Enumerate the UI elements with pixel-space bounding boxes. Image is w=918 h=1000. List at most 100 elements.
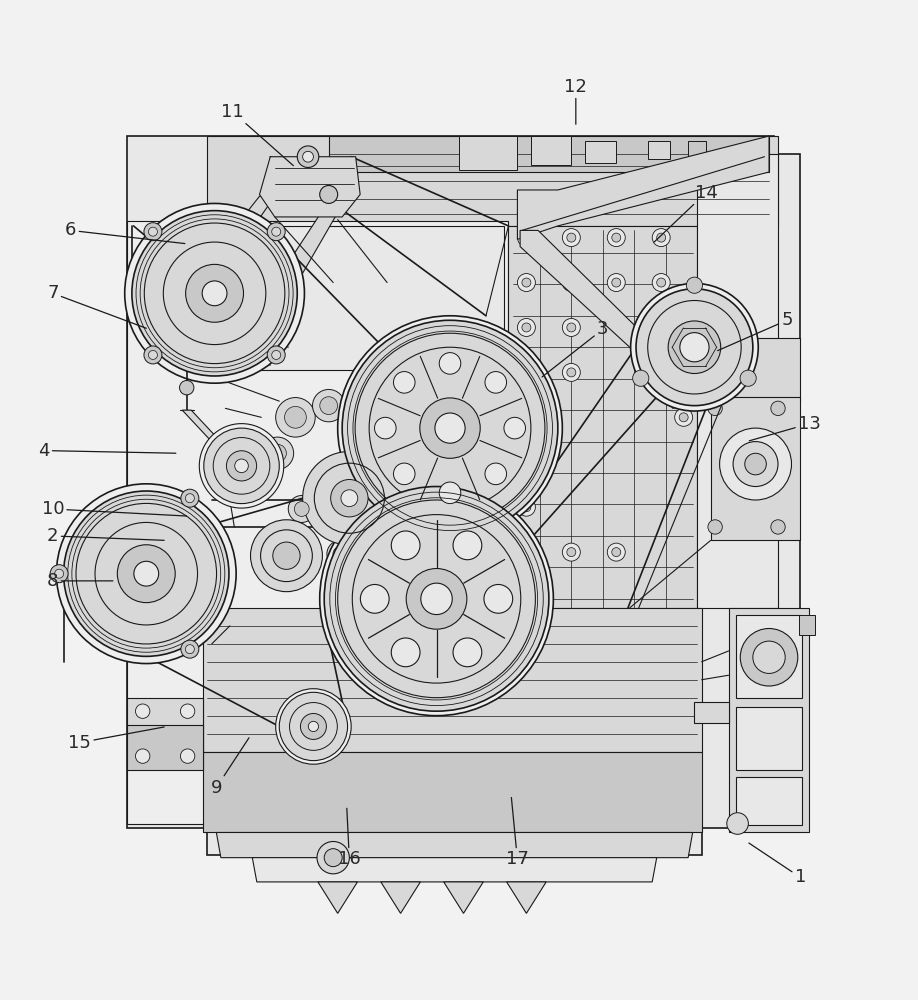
Polygon shape <box>381 882 420 913</box>
Circle shape <box>312 389 345 422</box>
Polygon shape <box>697 338 800 401</box>
Circle shape <box>352 536 384 568</box>
Text: 4: 4 <box>38 442 176 460</box>
Circle shape <box>202 281 227 306</box>
Text: 1: 1 <box>749 843 806 886</box>
Text: 7: 7 <box>47 284 146 328</box>
Circle shape <box>341 490 358 507</box>
Circle shape <box>269 444 286 462</box>
Circle shape <box>608 543 625 561</box>
Circle shape <box>394 372 415 393</box>
Bar <box>688 141 706 157</box>
Bar <box>799 615 815 635</box>
Circle shape <box>297 146 319 168</box>
Circle shape <box>319 482 554 716</box>
Circle shape <box>680 333 709 362</box>
Text: 6: 6 <box>65 221 185 244</box>
Circle shape <box>273 542 300 569</box>
Circle shape <box>611 233 621 242</box>
Polygon shape <box>203 608 701 752</box>
Circle shape <box>319 397 338 415</box>
Circle shape <box>744 453 767 475</box>
Circle shape <box>675 408 693 426</box>
Circle shape <box>727 813 748 834</box>
Text: 13: 13 <box>749 415 821 441</box>
Text: 16: 16 <box>338 808 361 868</box>
Circle shape <box>275 398 315 437</box>
Circle shape <box>740 370 756 386</box>
Circle shape <box>563 274 580 292</box>
Circle shape <box>118 545 175 603</box>
Polygon shape <box>697 154 778 608</box>
Circle shape <box>668 321 721 374</box>
Circle shape <box>181 749 195 763</box>
Circle shape <box>358 543 376 561</box>
Text: 10: 10 <box>41 500 186 518</box>
Circle shape <box>453 531 482 560</box>
Circle shape <box>518 588 535 606</box>
Circle shape <box>149 350 157 359</box>
Circle shape <box>522 548 531 557</box>
Circle shape <box>563 229 580 247</box>
Polygon shape <box>281 208 341 283</box>
Text: 17: 17 <box>506 798 529 868</box>
Circle shape <box>631 283 758 411</box>
Circle shape <box>439 353 461 374</box>
Text: 5: 5 <box>718 311 793 351</box>
Polygon shape <box>252 858 656 882</box>
Circle shape <box>566 233 576 242</box>
Bar <box>585 141 616 163</box>
Polygon shape <box>694 702 729 723</box>
Circle shape <box>679 368 688 377</box>
Circle shape <box>227 451 257 481</box>
Circle shape <box>522 593 531 602</box>
Circle shape <box>522 278 531 287</box>
Circle shape <box>522 503 531 512</box>
Circle shape <box>181 640 199 658</box>
Circle shape <box>406 569 467 629</box>
Circle shape <box>125 203 305 383</box>
Circle shape <box>563 543 580 561</box>
Circle shape <box>656 233 666 242</box>
Circle shape <box>267 223 285 241</box>
Circle shape <box>333 547 348 561</box>
Text: 11: 11 <box>221 103 294 166</box>
Polygon shape <box>736 707 802 770</box>
Circle shape <box>563 318 580 336</box>
Circle shape <box>636 289 753 406</box>
Circle shape <box>375 417 396 439</box>
Circle shape <box>740 629 798 686</box>
Polygon shape <box>207 136 778 226</box>
Circle shape <box>518 274 535 292</box>
Circle shape <box>708 520 722 534</box>
Polygon shape <box>736 615 802 698</box>
Circle shape <box>54 569 63 578</box>
Circle shape <box>518 229 535 247</box>
Polygon shape <box>127 136 800 855</box>
Circle shape <box>181 704 195 718</box>
Circle shape <box>753 641 785 673</box>
Polygon shape <box>736 777 802 825</box>
Polygon shape <box>711 397 800 540</box>
Polygon shape <box>127 698 203 752</box>
Circle shape <box>439 482 461 504</box>
Circle shape <box>522 323 531 332</box>
Circle shape <box>50 565 68 583</box>
Circle shape <box>566 368 576 377</box>
Circle shape <box>324 487 549 711</box>
Polygon shape <box>518 136 769 239</box>
Bar <box>648 141 670 159</box>
Polygon shape <box>507 882 546 913</box>
Circle shape <box>63 491 229 656</box>
Circle shape <box>338 316 563 540</box>
Circle shape <box>708 401 722 416</box>
Circle shape <box>453 638 482 667</box>
Circle shape <box>484 584 512 613</box>
Text: 3: 3 <box>542 320 609 377</box>
Circle shape <box>272 227 281 236</box>
Circle shape <box>319 185 338 203</box>
Circle shape <box>522 233 531 242</box>
Text: 14: 14 <box>655 184 718 242</box>
Circle shape <box>652 229 670 247</box>
Circle shape <box>566 548 576 557</box>
